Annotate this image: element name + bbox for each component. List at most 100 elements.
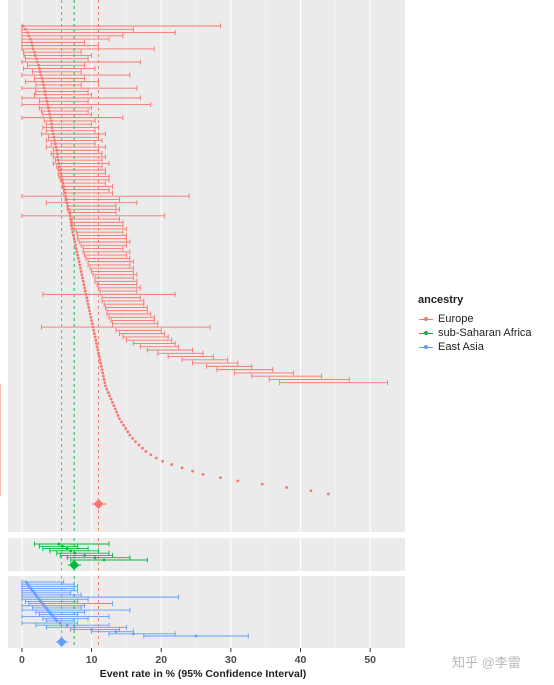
point-estimate — [46, 106, 50, 110]
point-estimate — [102, 558, 106, 562]
point-estimate — [62, 184, 66, 188]
point-estimate — [80, 273, 84, 277]
point-estimate — [53, 617, 57, 621]
point-estimate — [124, 427, 128, 430]
point-estimate — [69, 224, 73, 228]
point-estimate — [76, 256, 80, 260]
point-estimate — [42, 604, 46, 608]
point-estimate — [48, 610, 52, 614]
point-estimate — [115, 410, 119, 414]
point-estimate — [64, 194, 68, 198]
point-estimate — [33, 54, 37, 57]
point-estimate — [57, 162, 61, 165]
point-estimate — [24, 580, 28, 584]
point-estimate — [56, 155, 59, 159]
point-estimate — [63, 191, 67, 195]
point-estimate — [58, 621, 62, 625]
point-estimate — [50, 126, 54, 129]
point-estimate — [78, 263, 82, 267]
point-estimate — [55, 619, 59, 623]
point-estimate — [102, 374, 105, 378]
x-tick-label: 0 — [19, 654, 25, 666]
point-estimate — [38, 70, 42, 74]
point-estimate — [94, 338, 98, 342]
point-estimate — [53, 139, 57, 142]
point-estimate — [100, 368, 104, 372]
point-estimate — [33, 50, 36, 54]
point-estimate — [122, 423, 126, 427]
point-estimate — [28, 37, 32, 41]
point-estimate — [41, 602, 45, 605]
point-estimate — [55, 148, 59, 152]
point-estimate — [201, 472, 205, 476]
point-estimate — [86, 302, 90, 306]
point-estimate — [69, 549, 73, 553]
point-estimate — [105, 387, 109, 391]
series-east-asia — [21, 579, 249, 647]
point-estimate — [37, 63, 41, 67]
x-axis-label: Event rate in % (95% Confidence Interval… — [100, 668, 307, 680]
point-estimate — [96, 348, 100, 352]
point-estimate — [26, 582, 29, 586]
series-europe — [0, 23, 389, 509]
point-estimate — [27, 34, 31, 38]
point-estimate — [85, 296, 89, 300]
point-estimate — [73, 551, 77, 555]
point-estimate — [72, 625, 76, 629]
point-estimate — [37, 67, 41, 70]
point-estimate — [95, 345, 99, 349]
point-estimate — [108, 394, 112, 398]
point-estimate — [67, 211, 71, 214]
x-tick-label: 20 — [155, 654, 167, 666]
point-estimate — [72, 234, 75, 237]
point-estimate — [87, 306, 91, 309]
point-estimate — [88, 312, 92, 316]
point-estimate — [46, 103, 50, 106]
point-estimate — [65, 623, 69, 627]
legend: ancestry Europe sub-Saharan Africa East … — [418, 294, 532, 354]
point-estimate — [44, 96, 48, 100]
point-estimate — [144, 450, 148, 453]
point-estimate — [35, 60, 39, 64]
point-estimate — [46, 608, 50, 612]
point-estimate — [90, 322, 94, 326]
legend-key-east-asia — [418, 341, 434, 353]
point-estimate — [67, 207, 70, 211]
point-estimate — [118, 417, 121, 421]
point-estimate — [104, 384, 107, 388]
watermark: 知乎 @李雷 — [452, 655, 521, 670]
point-estimate — [37, 597, 41, 601]
point-estimate — [51, 129, 54, 133]
point-estimate — [73, 240, 77, 244]
point-estimate — [63, 188, 66, 192]
point-estimate — [60, 544, 64, 548]
legend-item-africa: sub-Saharan Africa — [418, 326, 532, 340]
point-estimate — [44, 93, 48, 97]
point-estimate — [99, 361, 103, 365]
point-estimate — [71, 230, 75, 234]
pooled-diamond — [56, 637, 67, 647]
point-estimate — [51, 132, 55, 136]
point-estimate — [49, 613, 53, 616]
point-estimate — [92, 328, 96, 332]
point-estimate — [54, 145, 58, 149]
point-estimate — [103, 381, 107, 385]
point-estimate — [61, 181, 65, 185]
point-estimate — [33, 591, 36, 595]
point-estimate — [49, 119, 53, 123]
point-estimate — [69, 220, 73, 224]
point-estimate — [106, 391, 110, 394]
point-estimate — [35, 595, 39, 599]
point-estimate — [236, 479, 240, 483]
point-estimate — [74, 247, 78, 250]
point-estimate — [58, 165, 61, 169]
point-estimate — [30, 44, 34, 48]
point-estimate — [109, 397, 113, 401]
point-estimate — [128, 433, 132, 437]
point-estimate — [97, 351, 100, 355]
point-estimate — [79, 266, 82, 270]
point-estimate — [95, 342, 98, 345]
point-estimate — [112, 404, 116, 408]
point-estimate — [131, 436, 135, 440]
